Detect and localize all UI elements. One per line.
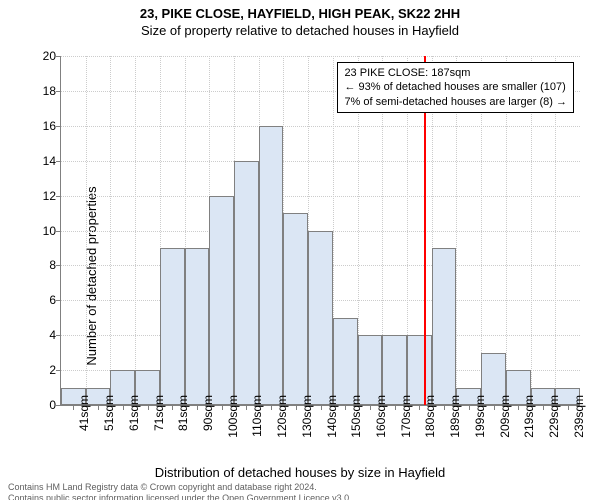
chart-title-sub: Size of property relative to detached ho… — [0, 23, 600, 38]
xtick-mark — [419, 405, 420, 410]
xtick-label: 239sqm — [572, 395, 586, 443]
ytick-mark — [56, 300, 61, 301]
gridline-h — [61, 126, 580, 127]
xtick-label: 51sqm — [102, 395, 116, 443]
xtick-label: 150sqm — [349, 395, 363, 443]
footer-line2: Contains public sector information licen… — [8, 493, 592, 500]
histogram-bar — [432, 248, 457, 405]
xtick-mark — [98, 405, 99, 410]
xtick-label: 100sqm — [226, 395, 240, 443]
xtick-label: 199sqm — [473, 395, 487, 443]
histogram-bar — [333, 318, 358, 405]
gridline-h — [61, 161, 580, 162]
xtick-mark — [345, 405, 346, 410]
annotation-line2: ← 93% of detached houses are smaller (10… — [344, 80, 567, 94]
annotation-line1: 23 PIKE CLOSE: 187sqm — [344, 66, 567, 80]
xtick-label: 61sqm — [127, 395, 141, 443]
ytick-mark — [56, 196, 61, 197]
xtick-mark — [73, 405, 74, 410]
xtick-mark — [246, 405, 247, 410]
ytick-label: 20 — [31, 49, 56, 63]
xtick-mark — [469, 405, 470, 410]
ytick-label: 0 — [31, 398, 56, 412]
xtick-mark — [518, 405, 519, 410]
xtick-mark — [172, 405, 173, 410]
xtick-label: 160sqm — [374, 395, 388, 443]
gridline-v — [110, 56, 111, 405]
annotation-line3: 7% of semi-detached houses are larger (8… — [344, 95, 567, 109]
xtick-mark — [395, 405, 396, 410]
ytick-mark — [56, 91, 61, 92]
ytick-mark — [56, 231, 61, 232]
xtick-mark — [494, 405, 495, 410]
xtick-mark — [123, 405, 124, 410]
histogram-bar — [185, 248, 210, 405]
xtick-label: 81sqm — [176, 395, 190, 443]
ytick-label: 6 — [31, 293, 56, 307]
ytick-mark — [56, 126, 61, 127]
histogram-bar — [283, 213, 308, 405]
xtick-mark — [370, 405, 371, 410]
xtick-label: 189sqm — [448, 395, 462, 443]
ytick-mark — [56, 161, 61, 162]
xtick-mark — [197, 405, 198, 410]
xtick-label: 120sqm — [275, 395, 289, 443]
ytick-label: 16 — [31, 119, 56, 133]
annotation-box: 23 PIKE CLOSE: 187sqm ← 93% of detached … — [337, 62, 574, 113]
xtick-label: 140sqm — [325, 395, 339, 443]
histogram-bar — [160, 248, 185, 405]
gridline-v — [135, 56, 136, 405]
xtick-mark — [568, 405, 569, 410]
xtick-label: 41sqm — [77, 395, 91, 443]
ytick-label: 12 — [31, 189, 56, 203]
xtick-label: 90sqm — [201, 395, 215, 443]
xtick-mark — [148, 405, 149, 410]
histogram-bar — [259, 126, 284, 405]
xtick-label: 130sqm — [300, 395, 314, 443]
ytick-mark — [56, 405, 61, 406]
xtick-label: 209sqm — [498, 395, 512, 443]
xtick-mark — [543, 405, 544, 410]
xtick-mark — [222, 405, 223, 410]
ytick-mark — [56, 370, 61, 371]
footer-line1: Contains HM Land Registry data © Crown c… — [8, 482, 592, 493]
ytick-mark — [56, 335, 61, 336]
xtick-mark — [444, 405, 445, 410]
ytick-label: 18 — [31, 84, 56, 98]
xtick-label: 110sqm — [250, 395, 264, 443]
ytick-mark — [56, 56, 61, 57]
histogram-bar — [234, 161, 259, 405]
gridline-h — [61, 56, 580, 57]
xtick-label: 229sqm — [547, 395, 561, 443]
histogram-bar — [209, 196, 234, 405]
xtick-mark — [321, 405, 322, 410]
ytick-label: 8 — [31, 258, 56, 272]
ytick-label: 4 — [31, 328, 56, 342]
ytick-mark — [56, 265, 61, 266]
xtick-mark — [296, 405, 297, 410]
chart-container: 23, PIKE CLOSE, HAYFIELD, HIGH PEAK, SK2… — [0, 6, 600, 500]
xtick-label: 170sqm — [399, 395, 413, 443]
ytick-label: 14 — [31, 154, 56, 168]
chart-title-main: 23, PIKE CLOSE, HAYFIELD, HIGH PEAK, SK2… — [0, 6, 600, 21]
xtick-label: 219sqm — [522, 395, 536, 443]
footer-attribution: Contains HM Land Registry data © Crown c… — [8, 482, 592, 500]
gridline-h — [61, 196, 580, 197]
x-axis-label: Distribution of detached houses by size … — [0, 465, 600, 480]
ytick-label: 2 — [31, 363, 56, 377]
xtick-label: 71sqm — [152, 395, 166, 443]
xtick-mark — [271, 405, 272, 410]
ytick-label: 10 — [31, 224, 56, 238]
gridline-v — [86, 56, 87, 405]
chart-wrap: Number of detached properties 0246810121… — [0, 46, 600, 500]
histogram-bar — [308, 231, 333, 406]
plot-area: 0246810121416182041sqm51sqm61sqm71sqm81s… — [60, 56, 580, 406]
